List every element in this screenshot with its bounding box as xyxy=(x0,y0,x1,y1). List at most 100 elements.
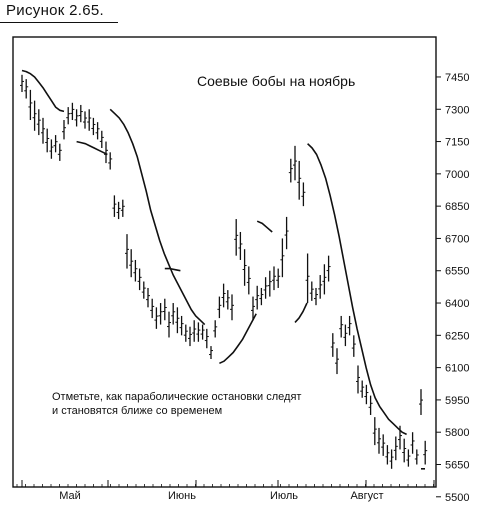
x-axis: Май Июнь Июль Август xyxy=(16,480,435,502)
price-bar xyxy=(276,268,281,288)
price-bar xyxy=(91,117,96,136)
price-bar xyxy=(192,320,197,342)
price-bar xyxy=(330,333,335,357)
price-bar xyxy=(301,182,306,207)
price-bar xyxy=(28,89,33,121)
price-bar xyxy=(154,307,159,329)
price-bar xyxy=(175,307,180,334)
price-bar xyxy=(322,264,327,295)
price-bar xyxy=(406,449,411,467)
price-bar xyxy=(339,315,344,338)
price-bar xyxy=(62,120,66,140)
price-bar xyxy=(133,259,138,282)
price-bar xyxy=(255,285,260,310)
price-bar xyxy=(221,283,226,308)
price-bar xyxy=(49,139,54,159)
parabolic-stop-line xyxy=(256,220,273,233)
figure-caption: Рисунок 2.65. xyxy=(6,2,105,19)
price-bar xyxy=(372,417,377,446)
y-tick-label: 6400 xyxy=(445,298,469,310)
chart-title: Соевые бобы на ноябрь xyxy=(197,73,355,89)
y-tick-label: 6850 xyxy=(445,201,469,213)
price-bar xyxy=(57,143,62,161)
price-bar xyxy=(20,74,24,93)
price-bar xyxy=(83,111,87,129)
price-bar xyxy=(32,100,37,131)
annotation-line-1: Отметьте, как параболические остановки с… xyxy=(52,391,301,403)
price-bar xyxy=(116,201,121,220)
price-bar xyxy=(225,290,230,310)
y-tick-label: 5950 xyxy=(445,395,469,407)
price-bar xyxy=(238,231,243,260)
price-bar xyxy=(24,79,29,99)
price-bar xyxy=(171,303,176,325)
price-bar xyxy=(217,296,222,319)
price-bar xyxy=(305,253,310,304)
price-bar xyxy=(259,287,264,306)
price-bar xyxy=(183,324,188,342)
price-bar xyxy=(343,324,348,347)
price-bar xyxy=(326,255,331,282)
price-bar xyxy=(204,328,209,349)
price-bar xyxy=(360,380,365,398)
parabolic-stops xyxy=(21,69,425,470)
price-bar xyxy=(179,315,184,336)
price-bar xyxy=(78,104,83,123)
price-bar xyxy=(66,107,71,125)
y-axis: 7450 7300 7150 7000 6850 6700 6550 6400 6250 6100… xyxy=(436,72,469,504)
price-bar xyxy=(364,384,369,405)
y-tick-label: 7450 xyxy=(445,72,469,84)
x-month-label: Май xyxy=(59,490,81,502)
price-bar xyxy=(129,249,134,278)
price-bar xyxy=(377,427,381,454)
parabolic-stop-line xyxy=(109,108,206,326)
price-bar xyxy=(419,389,423,415)
parabolic-stop-line xyxy=(21,69,65,113)
parabolic-stop-line xyxy=(76,140,108,156)
price-bar xyxy=(335,348,339,375)
price-bar xyxy=(393,436,398,461)
price-bar xyxy=(74,109,79,127)
parabolic-stop-line xyxy=(164,267,181,272)
price-bar xyxy=(137,268,142,291)
y-tick-label: 7000 xyxy=(445,169,469,181)
price-bar xyxy=(423,440,428,465)
price-bar xyxy=(162,298,167,321)
y-tick-label: 5500 xyxy=(445,492,469,504)
x-month-label: Июнь xyxy=(168,490,196,502)
price-bar xyxy=(284,216,289,250)
price-bar xyxy=(213,320,218,338)
y-tick-label: 7150 xyxy=(445,137,469,149)
y-tick-label: 5800 xyxy=(445,427,469,439)
price-bar xyxy=(108,152,113,170)
price-bar xyxy=(87,109,92,131)
y-tick-label: 6250 xyxy=(445,330,469,342)
price-bar xyxy=(242,249,247,286)
price-bar xyxy=(297,160,302,200)
price-bars xyxy=(20,74,428,469)
parabolic-stop-line xyxy=(294,302,308,323)
price-bar xyxy=(196,322,201,342)
price-bar xyxy=(272,266,276,291)
price-bar xyxy=(347,315,352,336)
price-bar xyxy=(230,294,234,321)
price-bar xyxy=(280,238,285,278)
price-bar xyxy=(356,365,360,394)
price-bar xyxy=(45,128,50,153)
y-tick-label: 5650 xyxy=(445,460,469,472)
price-bar xyxy=(314,287,318,306)
price-bar xyxy=(293,145,297,181)
price-bar xyxy=(251,296,255,321)
caption-underline xyxy=(0,22,118,23)
parabolic-stop-line xyxy=(219,313,257,365)
price-bar xyxy=(120,199,125,217)
price-bar xyxy=(141,281,146,299)
price-bar xyxy=(318,275,323,299)
parabolic-stop-line xyxy=(307,143,407,436)
price-bar xyxy=(309,281,314,301)
price-bar xyxy=(246,266,251,295)
price-bar xyxy=(158,303,163,325)
price-bar xyxy=(385,445,390,465)
annotation-line-2: и становятся ближе со временем xyxy=(52,405,222,417)
